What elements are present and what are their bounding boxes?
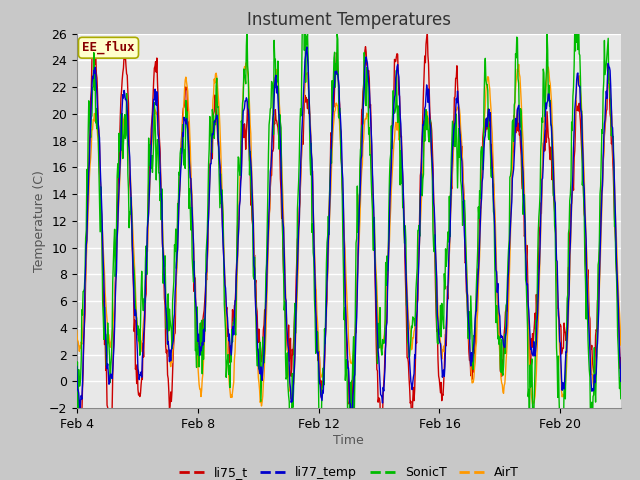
Line: SonicT: SonicT	[77, 1, 621, 447]
li75_t	[424, 29, 431, 35]
li77_temp	[93, 80, 100, 86]
AirT	[201, 330, 209, 336]
Line: li77_temp: li77_temp	[77, 47, 621, 417]
Text: EE_flux: EE_flux	[82, 41, 135, 54]
SonicT	[383, 282, 390, 288]
Legend: li75_t, li77_temp, SonicT, AirT: li75_t, li77_temp, SonicT, AirT	[173, 461, 524, 480]
SonicT	[271, 56, 278, 62]
li75_t	[300, 117, 308, 123]
li75_t	[513, 107, 521, 113]
li75_t	[73, 380, 81, 385]
X-axis label: Time: Time	[333, 433, 364, 446]
Line: AirT: AirT	[77, 63, 621, 406]
AirT	[73, 328, 81, 334]
SonicT	[513, 36, 521, 41]
li75_t	[201, 298, 209, 304]
li77_temp	[303, 44, 311, 50]
li77_temp	[201, 322, 209, 328]
AirT	[383, 295, 390, 301]
AirT	[243, 60, 250, 66]
AirT	[513, 66, 521, 72]
SonicT	[300, 0, 308, 4]
AirT	[272, 66, 280, 72]
Title: Instument Temperatures: Instument Temperatures	[247, 11, 451, 29]
li77_temp	[617, 378, 625, 384]
SonicT	[201, 328, 209, 334]
AirT	[617, 342, 625, 348]
li77_temp	[73, 364, 81, 370]
SonicT	[617, 396, 625, 402]
li75_t	[377, 434, 385, 440]
AirT	[258, 403, 266, 409]
li77_temp	[300, 89, 308, 95]
li77_temp	[383, 323, 390, 329]
Line: li75_t: li75_t	[77, 32, 621, 437]
SonicT	[93, 106, 100, 111]
li77_temp	[513, 106, 521, 112]
AirT	[93, 123, 100, 129]
li75_t	[382, 342, 390, 348]
AirT	[301, 82, 309, 88]
li75_t	[93, 71, 100, 76]
li75_t	[271, 121, 278, 127]
SonicT	[73, 389, 81, 395]
li75_t	[617, 355, 625, 361]
SonicT	[301, 16, 309, 22]
SonicT	[286, 444, 294, 450]
Y-axis label: Temperature (C): Temperature (C)	[33, 170, 46, 272]
li77_temp	[348, 414, 356, 420]
li77_temp	[271, 82, 278, 87]
